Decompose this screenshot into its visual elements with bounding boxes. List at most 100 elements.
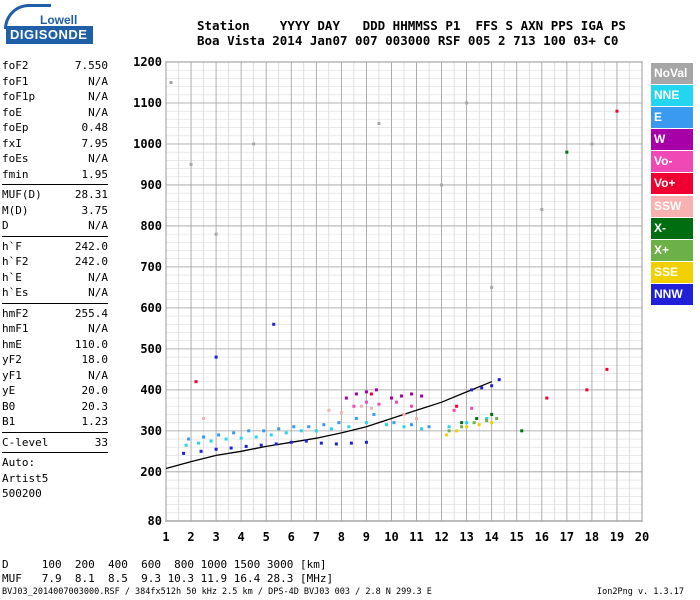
param-row: B0 20.3	[2, 399, 108, 415]
data-point	[307, 425, 311, 429]
data-point	[490, 421, 494, 425]
y-tick-label: 900	[140, 178, 162, 192]
data-point	[490, 412, 494, 416]
data-point	[447, 429, 451, 433]
auto-scaling-line: Artist5	[2, 471, 49, 485]
data-point	[314, 429, 318, 433]
x-tick-label: 4	[238, 530, 245, 544]
data-point	[232, 431, 236, 435]
legend-item: X+	[651, 239, 693, 261]
param-row: hmF1 N/A	[2, 321, 108, 337]
param-row: D N/A	[2, 218, 108, 234]
x-tick-label: 10	[384, 530, 398, 544]
param-name: h`Es	[2, 286, 29, 299]
data-point	[490, 285, 494, 289]
param-row: h`E N/A	[2, 270, 108, 286]
data-point	[495, 417, 499, 421]
data-point	[322, 423, 326, 427]
param-name: MUF(D)	[2, 188, 42, 201]
data-point	[269, 433, 273, 437]
data-point	[565, 150, 569, 154]
x-tick-label: 15	[510, 530, 524, 544]
data-point	[427, 425, 431, 429]
param-value: 0.48	[81, 121, 109, 134]
x-tick-label: 18	[585, 530, 599, 544]
data-point	[377, 121, 381, 125]
data-point	[480, 386, 484, 390]
param-row: h`Es N/A	[2, 285, 108, 301]
data-point	[347, 425, 351, 429]
data-point	[410, 404, 414, 408]
data-point	[334, 442, 338, 446]
data-point	[475, 417, 479, 421]
data-point	[182, 451, 186, 455]
data-point	[497, 378, 501, 382]
data-point	[455, 429, 459, 433]
data-point	[252, 142, 256, 146]
auto-scaling-line: Auto:	[2, 456, 36, 469]
y-tick-label: 1000	[133, 137, 162, 151]
data-point	[199, 449, 203, 453]
data-point	[470, 388, 474, 392]
data-point	[445, 433, 449, 437]
param-value: 20.0	[81, 384, 109, 397]
y-tick-label: 200	[140, 465, 162, 479]
x-tick-label: 16	[535, 530, 549, 544]
param-row: yF1 N/A	[2, 368, 108, 384]
y-tick-label: 1200	[133, 55, 162, 69]
data-point	[605, 367, 609, 371]
x-tick-label: 19	[610, 530, 624, 544]
param-name: foF1	[2, 74, 29, 88]
param-value: N/A	[88, 152, 108, 165]
data-point	[319, 441, 323, 445]
legend-item: NoVal	[651, 63, 693, 84]
version-label: Ion2Png v. 1.3.17	[597, 587, 684, 597]
data-point	[485, 417, 489, 421]
data-point	[372, 412, 376, 416]
param-value: 18.0	[81, 353, 109, 366]
param-name: D	[2, 219, 9, 232]
y-tick-label: 500	[140, 342, 162, 356]
param-separator	[2, 452, 108, 453]
data-point	[447, 425, 451, 429]
param-name: M(D)	[2, 203, 29, 217]
legend-item: NNE	[651, 85, 693, 107]
param-name: h`E	[2, 270, 22, 284]
param-value: N/A	[88, 105, 108, 119]
data-point	[339, 410, 343, 414]
data-point	[259, 443, 263, 447]
param-value: 3.75	[81, 203, 109, 217]
data-point	[615, 109, 619, 113]
data-point	[410, 392, 414, 396]
param-value: 110.0	[74, 337, 108, 351]
x-tick-label: 2	[187, 530, 194, 544]
x-tick-label: 7	[313, 530, 320, 544]
y-tick-label: 600	[140, 301, 162, 315]
param-value: N/A	[88, 368, 108, 382]
data-point	[187, 437, 191, 441]
param-name: foE	[2, 105, 22, 119]
data-point	[329, 427, 333, 431]
x-tick-label: 12	[434, 530, 448, 544]
data-point	[224, 437, 228, 441]
param-name: fmin	[2, 167, 29, 181]
data-point	[352, 404, 356, 408]
param-name: foEp	[2, 121, 29, 134]
data-point	[420, 427, 424, 431]
data-point	[169, 80, 173, 84]
d-muf-table: D 100 200 400 600 800 1000 1500 3000 [km…	[2, 558, 333, 586]
data-point	[189, 162, 193, 166]
x-tick-label: 1	[162, 530, 169, 544]
data-point	[374, 388, 378, 392]
data-point	[402, 425, 406, 429]
param-name: h`F	[2, 239, 22, 253]
x-tick-label: 11	[409, 530, 423, 544]
param-name: C-level	[2, 435, 49, 449]
param-row: foF1 N/A	[2, 74, 108, 90]
data-point	[247, 429, 251, 433]
muf-line: MUF 7.9 8.1 8.5 9.3 10.3 11.9 16.4 28.3 …	[2, 572, 334, 585]
param-row: hmF2 255.4	[2, 306, 108, 322]
legend-item: E	[651, 107, 693, 129]
x-tick-label: 13	[459, 530, 473, 544]
